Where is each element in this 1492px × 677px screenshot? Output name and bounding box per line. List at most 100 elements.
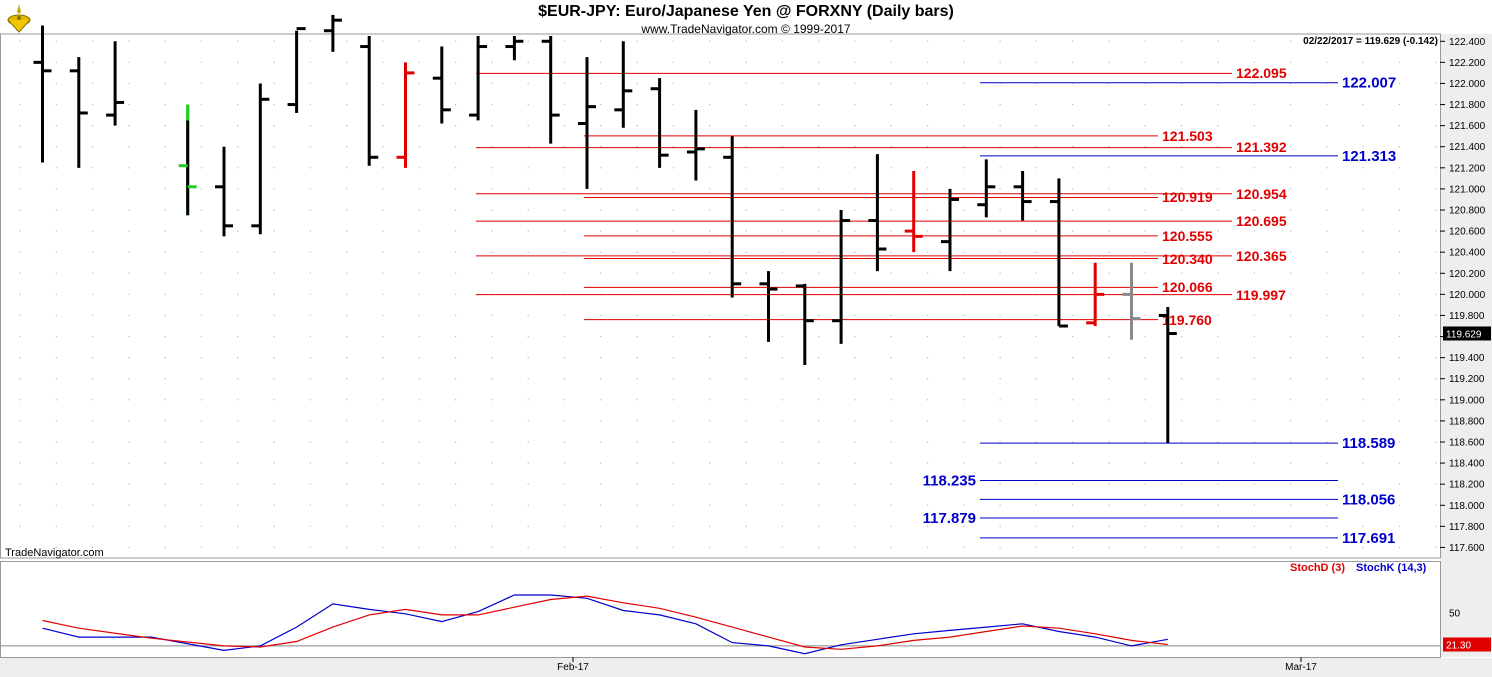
- grid-dot: [1108, 251, 1110, 253]
- grid-dot: [672, 167, 675, 169]
- grid-dot: [890, 103, 892, 106]
- grid-dot: [55, 525, 57, 528]
- grid-dot: [636, 209, 638, 211]
- grid-dot: [200, 335, 203, 338]
- grid-dot: [890, 251, 892, 253]
- grid-dot: [1144, 188, 1147, 190]
- grid-dot: [963, 124, 965, 127]
- grid-dot: [817, 462, 820, 464]
- grid-dot: [1108, 314, 1110, 317]
- grid-dot: [636, 251, 638, 253]
- grid-dot: [890, 167, 892, 169]
- grid-dot: [309, 420, 312, 422]
- grid-dot: [963, 483, 965, 485]
- grid-dot: [999, 314, 1001, 317]
- grid-dot: [745, 61, 747, 64]
- grid-dot: [1253, 272, 1255, 274]
- grid-dot: [346, 441, 348, 443]
- grid-dot: [1289, 209, 1292, 211]
- grid-dot: [1217, 462, 1219, 464]
- grid-dot: [563, 124, 566, 127]
- grid-dot: [781, 251, 783, 253]
- grid-dot: [237, 146, 239, 148]
- grid-dot: [999, 103, 1001, 106]
- grid-dot: [709, 251, 711, 253]
- grid-dot: [1326, 230, 1328, 232]
- grid-dot: [926, 40, 929, 42]
- grid-dot: [926, 230, 929, 232]
- grid-dot: [200, 546, 203, 549]
- grid-dot: [1289, 272, 1292, 274]
- grid-dot: [346, 146, 348, 148]
- grid-dot: [346, 356, 348, 359]
- grid-dot: [672, 82, 675, 85]
- grid-dot: [237, 504, 239, 506]
- y-tick-label: 120.000: [1449, 290, 1486, 301]
- indicator-series-line: [42, 594, 1168, 655]
- grid-dot: [164, 40, 166, 42]
- grid-dot: [200, 61, 203, 64]
- grid-dot: [1217, 356, 1219, 359]
- grid-dot: [1362, 441, 1364, 443]
- grid-dot: [382, 525, 384, 528]
- grid-dot: [128, 483, 130, 485]
- grid-dot: [1035, 251, 1038, 253]
- grid-dot: [273, 209, 275, 211]
- grid-dot: [346, 525, 348, 528]
- grid-dot: [382, 420, 384, 422]
- grid-dot: [672, 314, 675, 317]
- grid-dot: [1144, 378, 1147, 380]
- grid-dot: [418, 483, 420, 485]
- grid-dot: [1435, 251, 1437, 253]
- grid-dot: [563, 82, 566, 85]
- grid-dot: [963, 378, 965, 380]
- grid-dot: [1435, 335, 1437, 338]
- grid-dot: [1289, 399, 1292, 401]
- grid-dot: [527, 272, 529, 274]
- grid-dot: [854, 483, 856, 485]
- grid-dot: [1326, 399, 1328, 401]
- grid-dot: [1326, 124, 1328, 127]
- grid-dot: [346, 546, 348, 549]
- grid-dot: [382, 378, 384, 380]
- grid-dot: [1326, 504, 1328, 506]
- grid-dot: [91, 546, 94, 549]
- grid-dot: [1180, 209, 1183, 211]
- grid-dot: [1362, 525, 1364, 528]
- grid-dot: [237, 420, 239, 422]
- grid-dot: [926, 103, 929, 106]
- grid-dot: [200, 230, 203, 232]
- grid-dot: [91, 378, 94, 380]
- grid-dot: [491, 504, 493, 506]
- grid-dot: [672, 356, 675, 359]
- grid-dot: [164, 356, 166, 359]
- main-pane-frame: [0, 33, 1441, 559]
- grid-dot: [781, 399, 783, 401]
- grid-dot: [418, 124, 420, 127]
- grid-dot: [636, 82, 638, 85]
- grid-dot: [963, 399, 965, 401]
- grid-dot: [1217, 209, 1219, 211]
- red-level-label: 120.066: [1162, 279, 1213, 295]
- grid-dot: [1144, 420, 1147, 422]
- grid-dot: [1326, 251, 1328, 253]
- grid-dot: [454, 188, 457, 190]
- grid-dot: [1108, 504, 1110, 506]
- grid-dot: [1180, 356, 1183, 359]
- x-tick-label: Feb-17: [557, 662, 589, 673]
- grid-dot: [781, 209, 783, 211]
- grid-dot: [636, 230, 638, 232]
- grid-dot: [55, 167, 57, 169]
- grid-dot: [128, 378, 130, 380]
- grid-dot: [309, 40, 312, 42]
- grid-dot: [1072, 356, 1074, 359]
- grid-dot: [454, 356, 457, 359]
- grid-dot: [55, 399, 57, 401]
- grid-dot: [309, 483, 312, 485]
- grid-dot: [745, 356, 747, 359]
- grid-dot: [999, 420, 1001, 422]
- grid-dot: [926, 209, 929, 211]
- grid-dot: [1253, 167, 1255, 169]
- grid-dot: [854, 462, 856, 464]
- grid-dot: [1072, 103, 1074, 106]
